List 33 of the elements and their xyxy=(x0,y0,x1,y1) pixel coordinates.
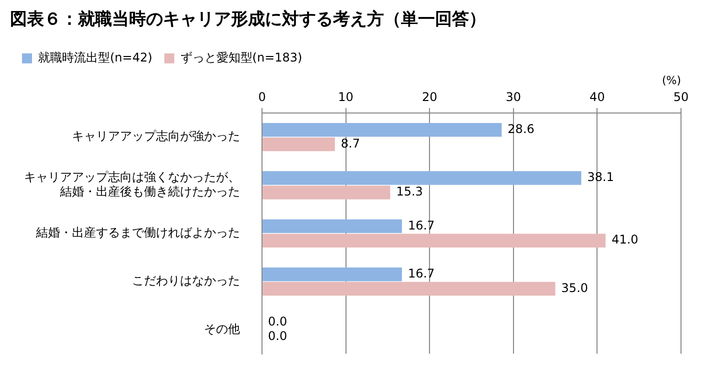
x-tick-label: 40 xyxy=(590,90,605,104)
bar xyxy=(262,219,402,234)
data-label: 16.7 xyxy=(408,266,435,280)
data-label: 28.6 xyxy=(508,122,534,136)
bar xyxy=(262,186,390,200)
y-tick-label: 結婚・出産するまで働ければよかった xyxy=(35,226,240,240)
x-tick-label: 30 xyxy=(506,90,522,104)
data-label: 41.0 xyxy=(612,232,638,247)
y-tick-label: キャリアアップ志向は強くなかったが、結婚・出産後も働き続けたかった xyxy=(24,170,240,199)
bar xyxy=(262,267,402,282)
data-label: 0.0 xyxy=(268,314,288,329)
bar xyxy=(262,122,502,137)
chart-title: 図表６：就職当時のキャリア形成に対する考え方（単一回答） xyxy=(10,10,486,30)
y-tick-label: キャリアアップ志向が強かった xyxy=(72,129,240,144)
y-tick-label: こだわりはなかった xyxy=(132,274,240,288)
bar xyxy=(262,137,335,152)
data-label: 0.0 xyxy=(268,329,288,344)
legend-label: 就職時流出型(n=42) xyxy=(38,50,152,65)
bar xyxy=(262,171,582,185)
data-label: 38.1 xyxy=(587,170,614,184)
data-label: 15.3 xyxy=(396,184,423,199)
y-tick-label: その他 xyxy=(204,322,240,336)
data-label: 8.7 xyxy=(340,136,360,150)
legend-label: ずっと愛知型(n=183) xyxy=(180,50,302,65)
data-label: 35.0 xyxy=(561,280,588,295)
bar xyxy=(262,282,556,296)
x-tick-label: 20 xyxy=(422,90,438,104)
x-axis-title: (%) xyxy=(662,74,681,87)
data-label: 16.7 xyxy=(408,218,435,232)
x-tick-label: 50 xyxy=(673,90,689,104)
x-tick-label: 10 xyxy=(338,90,354,104)
bar xyxy=(262,234,606,248)
x-tick-label: 0 xyxy=(258,90,266,104)
